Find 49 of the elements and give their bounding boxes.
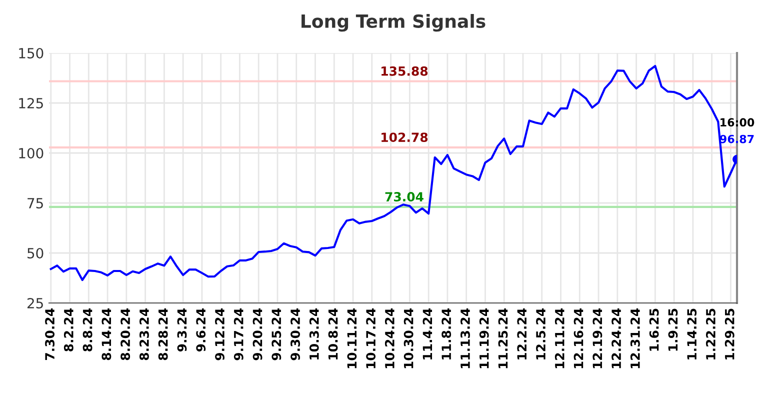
x-tick-label: 11.25.24: [498, 308, 508, 368]
ref-line-label: 135.88: [382, 66, 428, 76]
y-tick-label: 25: [27, 298, 43, 308]
x-tick-label: 8.23.24: [139, 308, 149, 360]
x-tick-label: 10.11.24: [347, 308, 357, 368]
data-label: 96.87: [720, 134, 754, 144]
y-tick-label: 150: [19, 48, 44, 58]
y-tick-label: 125: [19, 98, 43, 108]
x-tick-label: 8.20.24: [120, 308, 130, 360]
x-tick-label: 12.19.24: [592, 308, 602, 368]
y-tick-label: 75: [28, 198, 43, 208]
x-tick-label: 1.6.25: [649, 308, 659, 351]
x-tick-label: 12.11.24: [554, 308, 564, 368]
x-tick-label: 10.3.24: [309, 308, 319, 360]
x-tick-label: 11.8.24: [442, 308, 452, 360]
x-tick-label: 9.3.24: [177, 308, 187, 352]
chart-title: Long Term Signals: [302, 14, 486, 32]
x-tick-label: 12.24.24: [612, 308, 621, 368]
x-tick-label: 1.14.25: [687, 308, 697, 360]
x-tick-label: 10.24.24: [384, 308, 394, 368]
x-tick-label: 10.8.24: [328, 308, 338, 360]
x-tick-label: 8.14.24: [102, 308, 112, 360]
x-tick-label: 10.30.24: [404, 308, 414, 368]
x-tick-label: 8.8.24: [82, 308, 92, 352]
x-tick-label: 11.4.24: [422, 308, 432, 360]
x-tick-label: 9.17.24: [234, 308, 244, 360]
annotation: 16:00: [720, 118, 754, 127]
x-tick-label: 11.13.24: [460, 308, 470, 368]
x-tick-label: 12.2.24: [517, 308, 526, 360]
x-tick-label: 12.5.24: [536, 308, 546, 360]
x-tick-label: 10.17.24: [366, 308, 376, 368]
x-tick-label: 9.30.24: [290, 308, 300, 360]
x-tick-label: 11.19.24: [479, 308, 489, 368]
ref-line-label: 73.04: [385, 192, 424, 202]
y-tick-label: 50: [28, 248, 44, 258]
x-tick-label: 8.28.24: [158, 308, 168, 360]
x-tick-label: 9.12.24: [215, 308, 224, 360]
x-tick-label: 9.6.24: [196, 308, 206, 352]
y-tick-label: 100: [19, 148, 44, 158]
x-tick-label: 9.25.24: [272, 308, 282, 360]
x-tick-label: 7.30.24: [45, 308, 55, 360]
x-tick-label: 1.9.25: [668, 308, 678, 351]
x-tick-label: 1.29.25: [724, 308, 734, 360]
x-tick-label: 1.22.25: [706, 308, 716, 360]
x-tick-label: 12.31.24: [630, 308, 640, 368]
ref-line-label: 102.78: [382, 132, 428, 142]
x-tick-label: 12.16.24: [574, 308, 584, 368]
x-tick-label: 8.2.24: [64, 308, 74, 352]
x-tick-label: 9.20.24: [252, 308, 262, 360]
